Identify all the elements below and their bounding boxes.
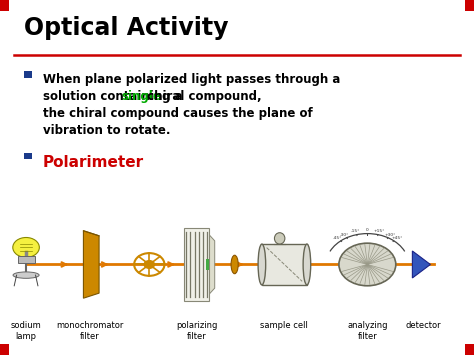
Bar [262, 244, 307, 285]
Polygon shape [209, 235, 215, 294]
Text: monochromator
filter: monochromator filter [56, 321, 124, 341]
Bar [184, 228, 209, 301]
Text: sample cell: sample cell [260, 321, 309, 330]
FancyBboxPatch shape [9, 7, 465, 348]
Text: -45°: -45° [333, 236, 342, 240]
Bar [18, 256, 35, 263]
Text: Optical Activity: Optical Activity [24, 16, 228, 40]
Ellipse shape [13, 272, 39, 278]
Circle shape [13, 237, 39, 257]
Text: +30°: +30° [385, 233, 396, 236]
Text: analyzing
filter: analyzing filter [347, 321, 388, 341]
Text: -30°: -30° [339, 233, 349, 236]
FancyBboxPatch shape [9, 7, 465, 348]
Ellipse shape [258, 244, 265, 285]
Bar [206, 259, 209, 270]
Text: sodium
lamp: sodium lamp [11, 321, 41, 341]
Polygon shape [412, 251, 430, 278]
Polygon shape [83, 231, 99, 298]
Text: Polarimeter: Polarimeter [43, 155, 144, 170]
Text: When plane polarized light passes through a: When plane polarized light passes throug… [43, 73, 340, 86]
Bar [24, 71, 32, 78]
FancyBboxPatch shape [0, 11, 474, 344]
Text: 0: 0 [366, 228, 369, 232]
Circle shape [339, 243, 396, 286]
Text: +45°: +45° [392, 236, 403, 240]
FancyBboxPatch shape [9, 0, 465, 355]
Text: chiral compound,: chiral compound, [143, 90, 262, 103]
Text: +15°: +15° [374, 229, 385, 233]
Text: solution containing a: solution containing a [43, 90, 186, 103]
Text: -15°: -15° [351, 229, 360, 233]
Ellipse shape [274, 233, 285, 244]
Text: single: single [121, 90, 161, 103]
Ellipse shape [231, 255, 238, 274]
Text: detector: detector [405, 321, 441, 330]
Bar [24, 153, 32, 159]
Circle shape [144, 261, 155, 268]
Text: vibration to rotate.: vibration to rotate. [43, 124, 170, 137]
Text: the chiral compound causes the plane of: the chiral compound causes the plane of [43, 107, 312, 120]
Text: polarizing
filter: polarizing filter [176, 321, 218, 341]
Ellipse shape [303, 244, 310, 285]
